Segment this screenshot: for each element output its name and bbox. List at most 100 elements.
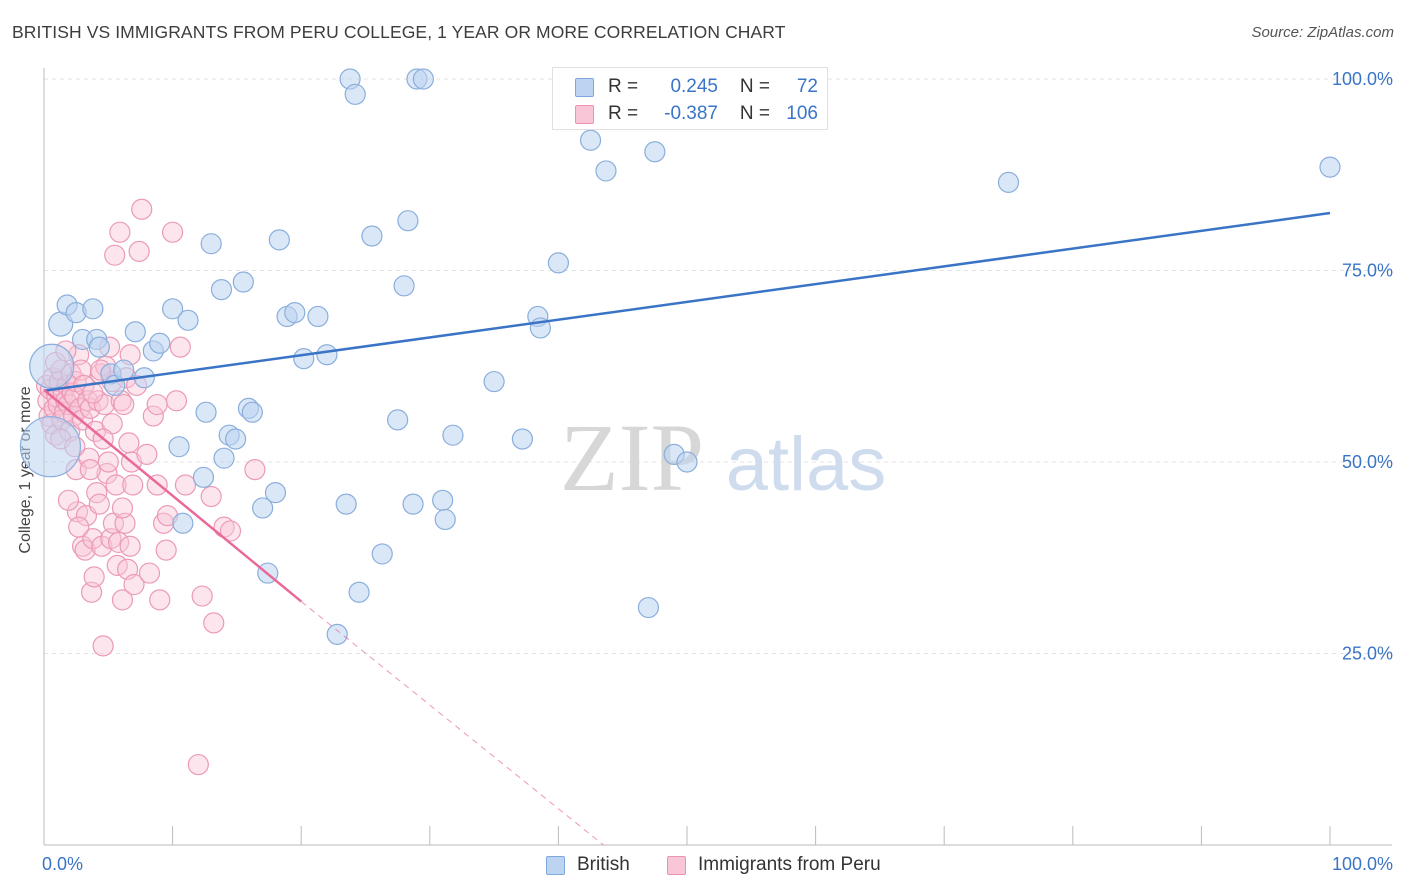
trend-lines: [43, 211, 1331, 846]
peru-point: [92, 635, 114, 657]
british-point: [326, 623, 348, 645]
legend-label-peru: Immigrants from Peru: [698, 854, 881, 875]
british-point: [284, 302, 306, 324]
peru-point: [68, 516, 90, 538]
peru-point: [131, 198, 153, 220]
british-point: [213, 447, 235, 469]
british-point: [348, 581, 370, 603]
peru-point: [57, 489, 80, 511]
peru-point: [149, 589, 171, 611]
british-point: [241, 401, 263, 423]
british-swatch: [575, 77, 594, 97]
peru-point: [244, 459, 266, 481]
peru-point: [109, 221, 131, 243]
peru-point: [200, 485, 222, 508]
chart-title: BRITISH VS IMMIGRANTS FROM PERU COLLEGE,…: [12, 22, 786, 42]
peru-point: [83, 566, 105, 588]
british-point: [168, 436, 190, 458]
british-point: [113, 359, 135, 381]
peru-point: [88, 493, 110, 515]
peru-point: [122, 474, 144, 496]
n-label: N =: [739, 103, 770, 124]
r-label: R =: [608, 76, 639, 97]
peru-trend-extension: [300, 601, 604, 846]
watermark-atlas: atlas: [726, 422, 887, 507]
british-point: [200, 233, 222, 255]
peru-point: [111, 589, 134, 611]
peru-point: [219, 520, 242, 542]
legend-row-peru: R = -0.387 N = 106: [575, 101, 818, 127]
british-point: [88, 336, 110, 358]
peru-point: [119, 535, 141, 557]
british-point: [397, 210, 419, 232]
british-point: [361, 225, 383, 247]
peru-point: [169, 336, 191, 358]
peru-point: [107, 531, 130, 554]
y-tick-label: 50.0%: [1342, 452, 1393, 472]
british-point: [252, 497, 274, 519]
british-point: [344, 83, 366, 105]
british-point: [579, 129, 602, 151]
british-point: [268, 229, 290, 251]
british-point: [402, 493, 424, 515]
british-swatch: [546, 855, 565, 875]
british-point: [307, 305, 329, 328]
british-point: [595, 160, 617, 182]
peru-point: [142, 405, 164, 427]
peru-swatch: [575, 104, 594, 124]
peru-point: [118, 432, 140, 454]
british-point: [1319, 156, 1341, 178]
legend-label-british: British: [577, 854, 630, 875]
british-point: [442, 424, 464, 446]
british-point: [335, 493, 357, 515]
r-label: R =: [608, 103, 639, 124]
british-point: [195, 401, 217, 423]
n-value: 72: [796, 76, 818, 97]
peru-trend-line: [43, 389, 302, 603]
grid-lines: [44, 78, 1392, 654]
british-point: [371, 543, 393, 565]
peru-point: [187, 753, 209, 776]
y-tick-label: 100.0%: [1332, 69, 1393, 89]
peru-swatch: [667, 855, 686, 875]
british-point: [264, 482, 287, 504]
r-value: 0.245: [670, 76, 718, 97]
n-label: N =: [739, 76, 770, 97]
peru-point: [79, 459, 101, 481]
british-point: [432, 489, 454, 511]
peru-point: [97, 451, 119, 473]
legend-item-peru[interactable]: Immigrants from Peru: [667, 852, 881, 878]
british-point: [29, 343, 75, 389]
peru-point: [113, 393, 135, 416]
x-tick-label: 0.0%: [42, 854, 83, 874]
british-point: [149, 332, 171, 354]
peru-point: [93, 393, 116, 416]
correlation-legend: R = 0.245 N = 72 R = -0.387 N = 106: [552, 67, 828, 130]
y-tick-label: 25.0%: [1342, 644, 1393, 664]
british-point: [997, 171, 1020, 194]
peru-point: [136, 443, 158, 465]
peru-point: [138, 562, 161, 584]
british-point: [483, 370, 505, 393]
british-point: [172, 512, 194, 534]
n-value: 106: [786, 103, 818, 124]
peru-point: [79, 397, 101, 419]
british-point: [232, 271, 254, 293]
british-point: [637, 596, 660, 619]
axes: [43, 68, 1392, 846]
british-point: [547, 252, 570, 274]
peru-point: [191, 585, 213, 607]
legend-item-british[interactable]: British: [546, 852, 630, 878]
british-point: [293, 347, 315, 370]
british-point: [676, 451, 698, 473]
british-point: [387, 409, 409, 431]
british-point: [412, 68, 434, 90]
peru-point: [80, 581, 103, 603]
british-point: [177, 309, 199, 331]
british-point: [210, 279, 233, 301]
peru-point: [105, 474, 127, 496]
y-tick-label: 75.0%: [1342, 261, 1393, 281]
legend-row-british: R = 0.245 N = 72: [575, 74, 818, 100]
peru-point: [155, 539, 177, 561]
